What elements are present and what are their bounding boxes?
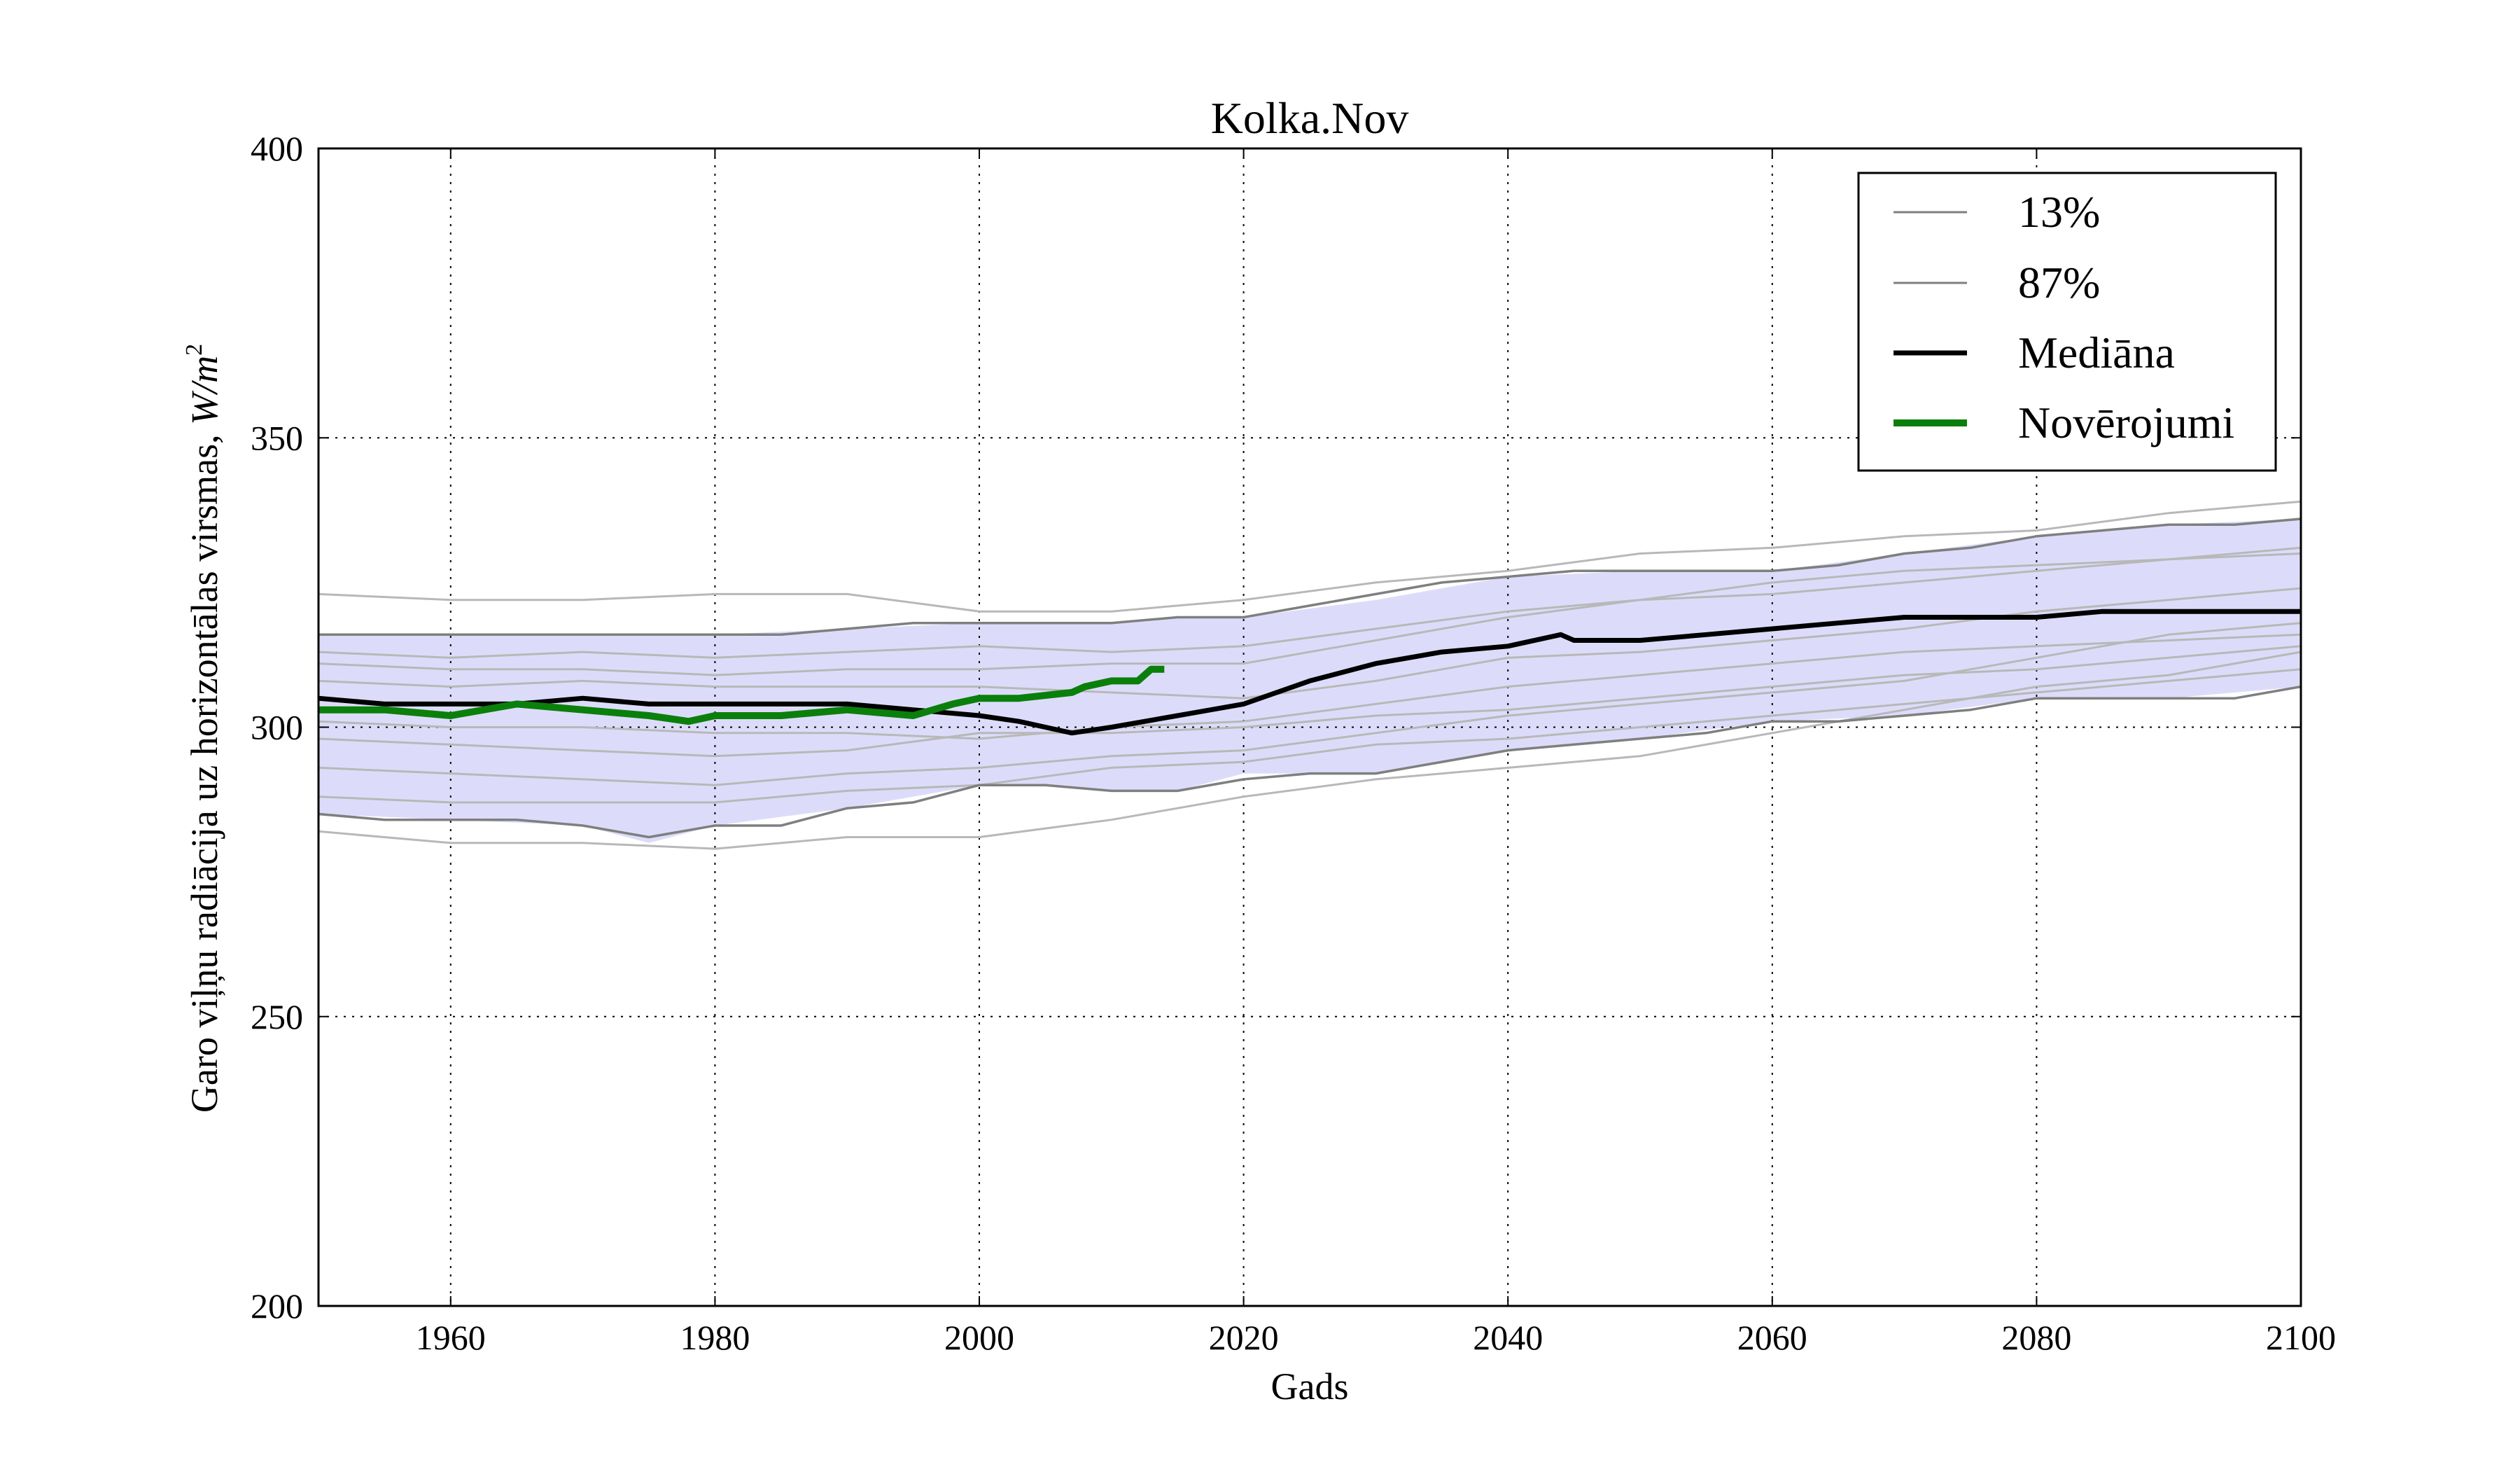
legend-label-13: 13% <box>2018 187 2100 237</box>
y-tick-label: 200 <box>251 1286 303 1326</box>
legend: 13% 87% Mediāna Novērojumi <box>1857 172 2277 472</box>
chart-title: Kolka.Nov <box>1211 93 1409 143</box>
x-tick-label: 1960 <box>416 1318 486 1357</box>
ensemble-member-line <box>318 633 2301 740</box>
x-tick-label: 2040 <box>1473 1318 1543 1357</box>
y-axis-label: Garo viļņu radiācija uz horizontālas vir… <box>181 344 225 1113</box>
x-tick-label: 2080 <box>2001 1318 2071 1357</box>
ensemble-member-line <box>318 546 2301 659</box>
y-tick-label: 350 <box>251 418 303 457</box>
y-tick-label: 400 <box>251 129 303 168</box>
x-tick-label: 1980 <box>680 1318 750 1357</box>
y-axis-label-text: Garo viļņu radiācija uz horizontālas vir… <box>183 425 225 1113</box>
x-tick-label: 2060 <box>1737 1318 1807 1357</box>
y-axis-label-unit-exponent: 2 <box>181 344 207 356</box>
ensemble-member-line <box>318 587 2301 700</box>
legend-label-87: 87% <box>2018 258 2100 307</box>
plot-area <box>318 148 2301 1306</box>
x-tick-label: 2100 <box>2266 1318 2336 1357</box>
series-percentile-13 <box>318 685 2301 839</box>
series-percentile-87 <box>318 517 2301 637</box>
legend-label-median: Mediāna <box>2018 328 2175 377</box>
y-axis-label-unit: W/m <box>183 356 225 425</box>
ensemble-member-line <box>318 668 2301 804</box>
x-axis-label: Gads <box>1271 1365 1349 1407</box>
ensemble-member-line <box>318 645 2301 758</box>
y-tick-label: 250 <box>251 997 303 1036</box>
ensemble-member-line <box>318 622 2301 786</box>
x-tick-label: 2000 <box>944 1318 1014 1357</box>
ensemble-member-line <box>318 552 2301 676</box>
x-tick-label: 2020 <box>1209 1318 1279 1357</box>
legend-label-observations: Novērojumi <box>2018 398 2234 447</box>
y-tick-label: 300 <box>251 708 303 747</box>
series-median-medina <box>318 609 2301 736</box>
ensemble-member-line <box>318 500 2301 613</box>
series-observations-novrojumi <box>318 665 1165 725</box>
